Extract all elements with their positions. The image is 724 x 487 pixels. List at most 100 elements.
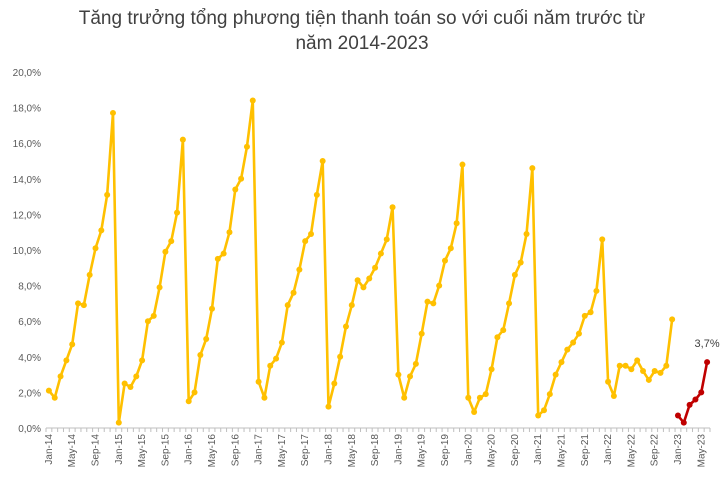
- data-point: [657, 369, 664, 376]
- data-point: [541, 407, 547, 414]
- data-point: [209, 305, 215, 312]
- data-point: [372, 264, 379, 271]
- data-point: [494, 334, 501, 341]
- y-tick-label: 4,0%: [18, 353, 41, 364]
- y-tick-label: 2,0%: [18, 388, 41, 399]
- data-point: [430, 300, 437, 307]
- data-point: [139, 357, 146, 364]
- data-point: [278, 339, 285, 346]
- data-point: [558, 359, 565, 366]
- data-point: [75, 300, 82, 307]
- data-point: [255, 378, 262, 385]
- x-tick-label: May-15: [137, 434, 148, 468]
- data-point: [191, 389, 198, 396]
- data-point: [162, 248, 169, 255]
- data-point: [238, 175, 245, 182]
- x-tick-label: May-22: [626, 434, 637, 468]
- y-tick-label: 16,0%: [13, 139, 41, 150]
- data-point: [610, 392, 617, 399]
- x-tick-label: May-19: [417, 434, 428, 468]
- data-point: [144, 318, 151, 325]
- data-label-last: 3,7%: [695, 338, 720, 350]
- y-tick-label: 14,0%: [13, 175, 41, 186]
- data-point: [587, 309, 594, 316]
- data-point: [232, 186, 239, 193]
- data-point: [401, 394, 408, 401]
- data-point: [517, 259, 524, 266]
- data-point: [546, 391, 553, 398]
- data-point: [319, 158, 326, 164]
- data-point: [704, 359, 711, 366]
- x-tick-label: Jan-21: [533, 434, 544, 465]
- data-point: [226, 229, 233, 236]
- data-point: [348, 302, 355, 309]
- x-tick-label: Sep-16: [230, 434, 241, 467]
- data-point: [377, 250, 384, 257]
- data-point: [104, 191, 111, 198]
- data-point: [482, 391, 489, 398]
- data-point: [395, 371, 402, 378]
- data-point: [488, 366, 495, 373]
- annotations: 3,7%: [695, 338, 720, 350]
- data-point: [453, 220, 460, 227]
- data-point: [570, 339, 577, 346]
- data-point: [57, 373, 64, 380]
- x-tick-label: Jan-19: [393, 434, 404, 465]
- data-point: [313, 191, 320, 198]
- data-point: [98, 227, 105, 234]
- data-point: [698, 389, 705, 396]
- data-point: [86, 271, 93, 278]
- data-point: [290, 289, 297, 296]
- y-tick-label: 20,0%: [13, 68, 41, 79]
- data-point: [476, 394, 483, 401]
- data-point: [325, 403, 332, 410]
- x-tick-label: Sep-17: [300, 434, 311, 467]
- data-point: [383, 236, 390, 243]
- x-tick-label: May-21: [556, 434, 567, 468]
- data-point: [506, 300, 513, 307]
- data-point: [51, 394, 58, 401]
- x-tick-label: Jan-22: [603, 434, 614, 465]
- x-tick-label: May-14: [67, 434, 78, 468]
- data-point: [500, 327, 507, 334]
- data-point: [628, 366, 635, 373]
- x-tick-label: May-20: [487, 434, 498, 468]
- data-point: [535, 412, 542, 419]
- x-tick-label: Sep-18: [370, 434, 381, 467]
- series-line-0: [47, 99, 674, 424]
- data-point: [267, 362, 274, 369]
- data-point: [133, 373, 140, 380]
- x-tick-label: May-17: [277, 434, 288, 468]
- data-point: [447, 245, 454, 252]
- chart-title-line1: Tăng trưởng tổng phương tiện thanh toán …: [78, 8, 646, 29]
- data-point: [296, 266, 303, 273]
- data-point: [179, 136, 186, 143]
- data-point: [45, 387, 52, 394]
- y-tick-label: 12,0%: [13, 210, 41, 221]
- data-point: [529, 165, 536, 172]
- data-point: [441, 257, 448, 264]
- data-point: [669, 316, 676, 323]
- data-point: [511, 271, 518, 278]
- data-point: [645, 376, 652, 383]
- data-point: [203, 336, 210, 342]
- data-point: [337, 353, 344, 360]
- data-point: [523, 230, 530, 237]
- y-tick-label: 0,0%: [18, 424, 41, 435]
- chart-title-line2: năm 2014-2023: [295, 33, 429, 54]
- x-tick-label: Jan-20: [463, 434, 474, 465]
- data-point: [249, 97, 256, 104]
- data-point: [366, 275, 373, 282]
- data-point: [674, 412, 681, 419]
- data-point: [331, 380, 338, 387]
- data-point: [308, 230, 315, 237]
- data-point: [552, 371, 559, 378]
- x-axis: Jan-14 May-14 Sep-14 Jan-15 May-15 Sep-15 Jan-…: [44, 427, 711, 468]
- data-point: [680, 419, 687, 426]
- x-tick-label: Sep-19: [440, 434, 451, 467]
- data-point: [651, 368, 658, 375]
- data-point: [220, 250, 227, 257]
- data-point: [389, 204, 396, 211]
